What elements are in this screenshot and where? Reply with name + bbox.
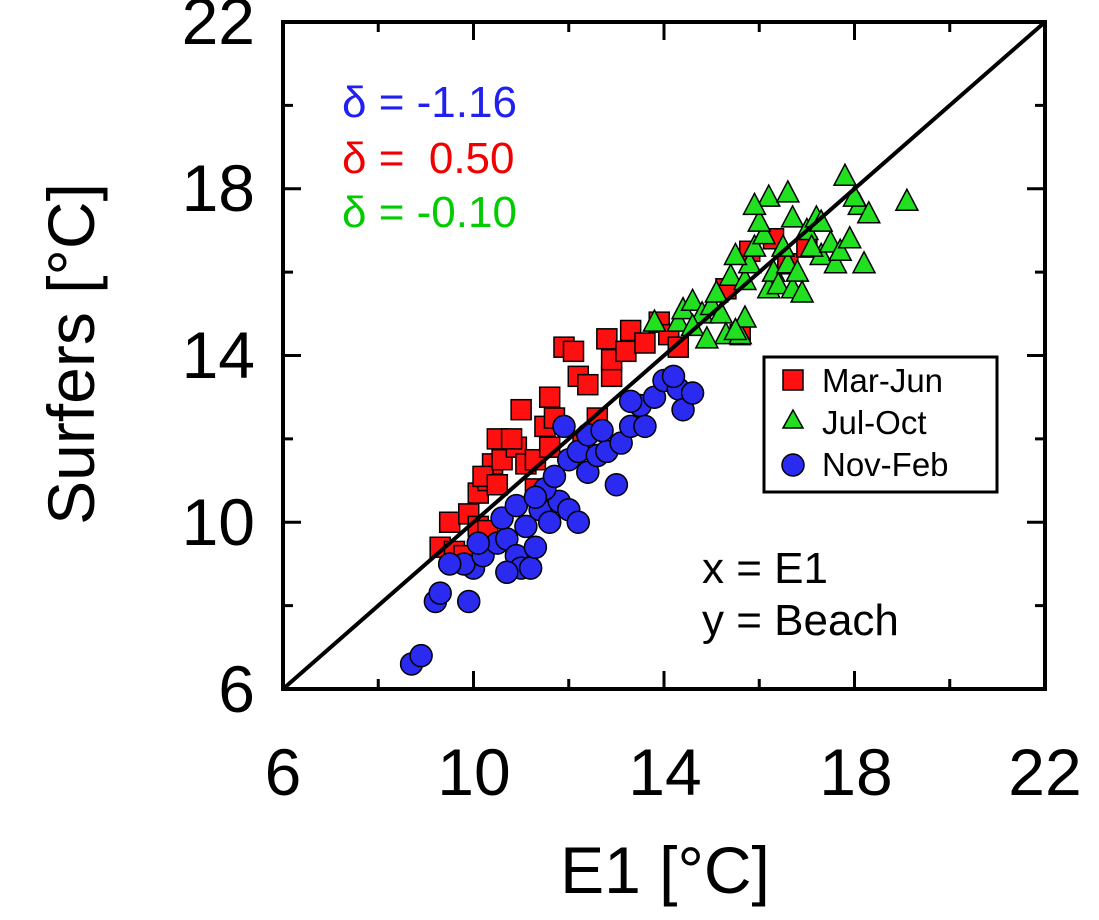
point-jul-oct <box>680 287 705 312</box>
point-jul-oct <box>827 237 853 262</box>
legend-square-icon <box>782 369 804 391</box>
point-mar-jun <box>486 473 509 496</box>
point-jul-oct <box>775 179 801 203</box>
point-mar-jun <box>510 398 532 421</box>
point-jul-oct <box>732 304 758 328</box>
point-mar-jun <box>577 373 599 396</box>
point-jul-oct <box>837 225 862 249</box>
point-nov-feb <box>514 514 538 539</box>
point-mar-jun <box>538 386 561 408</box>
point-mar-jun <box>667 336 690 358</box>
point-jul-oct <box>766 271 791 295</box>
legend-label-mar-jun: Mar-Jun <box>822 362 943 399</box>
y-tick-label: 14 <box>182 318 255 392</box>
x-tick-label: 6 <box>265 735 302 809</box>
point-jul-oct <box>894 187 920 212</box>
x-tick-label: 18 <box>819 735 892 809</box>
point-nov-feb <box>437 552 462 576</box>
point-jul-oct <box>832 162 858 186</box>
one-to-one-line <box>281 20 1047 691</box>
legend: Mar-Jun Jul-Oct Nov-Feb <box>762 355 999 494</box>
x-tick-label: 22 <box>1008 735 1081 809</box>
point-nov-feb <box>428 581 452 605</box>
point-jul-oct <box>856 200 882 224</box>
y-tick-label: 18 <box>182 151 255 225</box>
point-nov-feb <box>537 510 562 534</box>
point-jul-oct <box>799 233 824 257</box>
point-nov-feb <box>661 364 686 389</box>
delta-nov-feb: δ = -1.16 <box>342 78 517 127</box>
point-mar-jun <box>615 340 637 363</box>
point-nov-feb <box>566 510 591 534</box>
point-jul-oct <box>742 233 767 257</box>
point-nov-feb <box>604 472 629 497</box>
point-nov-feb <box>680 381 705 405</box>
point-jul-oct <box>723 241 748 266</box>
x-definition-note: x = E1 <box>702 544 828 593</box>
point-jul-oct <box>642 308 667 332</box>
legend-triangle-icon <box>781 408 805 429</box>
point-jul-oct <box>785 258 810 282</box>
y-definition-note: y = Beach <box>702 596 899 645</box>
point-jul-oct <box>718 262 743 287</box>
point-jul-oct <box>747 208 772 232</box>
point-jul-oct <box>751 220 777 245</box>
point-nov-feb <box>518 556 543 580</box>
axis-ticks <box>281 20 1047 691</box>
point-nov-feb <box>495 560 519 585</box>
point-mar-jun <box>500 428 523 450</box>
point-nov-feb <box>523 535 548 560</box>
x-tick-label: 14 <box>628 735 701 809</box>
point-jul-oct <box>704 279 729 303</box>
point-jul-oct <box>851 250 877 274</box>
point-jul-oct <box>742 191 767 216</box>
data-points-layer <box>399 162 920 676</box>
point-nov-feb <box>633 414 657 439</box>
point-mar-jun <box>562 340 585 363</box>
point-nov-feb <box>409 643 433 668</box>
point-nov-feb <box>523 485 548 509</box>
point-nov-feb <box>542 464 567 489</box>
x-tick-label: 10 <box>437 735 510 809</box>
point-nov-feb <box>552 414 576 439</box>
point-jul-oct <box>789 279 815 303</box>
point-mar-jun <box>438 511 461 533</box>
y-axis-title: Surfers [°C] <box>34 183 108 525</box>
point-nov-feb <box>618 389 643 414</box>
point-jul-oct <box>756 183 782 207</box>
point-jul-oct <box>823 250 848 274</box>
point-jul-oct <box>694 325 720 349</box>
delta-jul-oct: δ = -0.10 <box>342 188 517 237</box>
point-mar-jun <box>596 328 618 350</box>
legend-circle-icon <box>781 453 805 477</box>
point-nov-feb <box>466 531 491 555</box>
point-jul-oct <box>723 316 748 341</box>
y-tick-label: 22 <box>182 0 255 58</box>
point-jul-oct <box>666 308 691 332</box>
delta-mar-jun: δ = 0.50 <box>342 134 515 183</box>
point-nov-feb <box>590 418 614 443</box>
point-nov-feb <box>456 589 481 614</box>
y-tick-label: 10 <box>182 485 255 559</box>
x-axis-title: E1 [°C] <box>560 833 770 907</box>
point-mar-jun <box>634 332 656 354</box>
legend-label-nov-feb: Nov-Feb <box>822 446 949 483</box>
point-jul-oct <box>780 204 805 228</box>
y-tick-label: 6 <box>218 652 255 726</box>
legend-label-jul-oct: Jul-Oct <box>822 404 927 441</box>
